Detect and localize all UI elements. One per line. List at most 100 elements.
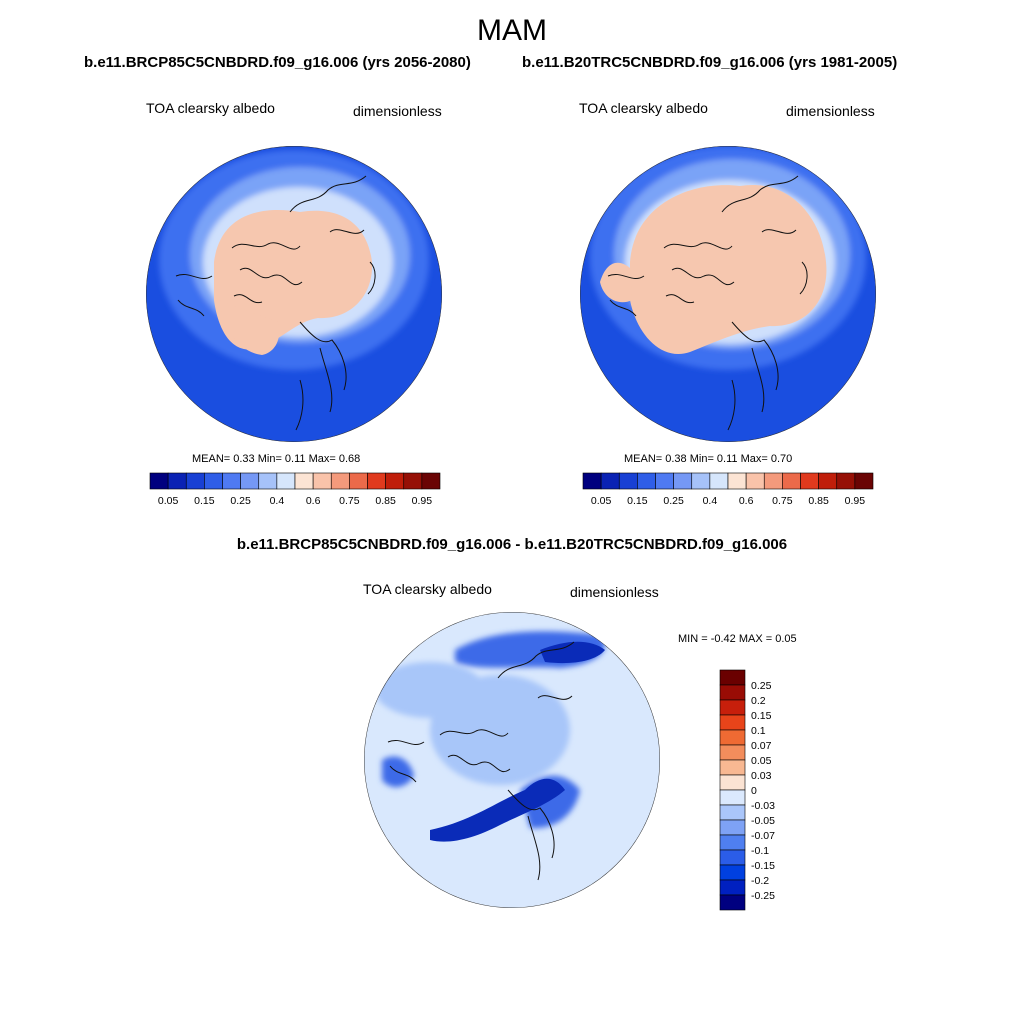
- panel1-colorbar: 0.05 0.15 0.25 0.4 0.6 0.75 0.85 0.95: [149, 472, 441, 507]
- panel1-colorbar-swatch: [240, 472, 260, 490]
- panel1-colorbar-tick-label: 0.6: [306, 495, 321, 507]
- difference-colorbar-tick-label: -0.03: [751, 800, 775, 812]
- difference-colorbar-swatch: [719, 699, 746, 716]
- panel2-coastlines: [607, 175, 808, 431]
- difference-colorbar-tick-label: 0.2: [751, 695, 766, 707]
- panel2-colorbar-swatch: [600, 472, 620, 490]
- panel1-colorbar-swatch: [149, 472, 169, 490]
- page-title: MAM: [477, 14, 547, 47]
- panel2-colorbar-tick-label: 0.75: [772, 495, 793, 507]
- panel2-stats: MEAN= 0.38 Min= 0.11 Max= 0.70: [624, 453, 793, 465]
- difference-strong-decrease: [430, 778, 565, 842]
- panel1-colorbar-swatch: [294, 472, 314, 490]
- panel1-colorbar-tick-label: 0.25: [230, 495, 251, 507]
- panel2-colorbar-swatch: [691, 472, 711, 490]
- panel1-field-label: TOA clearsky albedo: [146, 100, 275, 116]
- panel1-colorbar-swatch: [258, 472, 278, 490]
- panel2-colorbar-swatch: [782, 472, 801, 490]
- difference-colorbar-tick-label: -0.05: [751, 815, 775, 827]
- panel1-colorbar-swatch: [204, 472, 223, 490]
- panel1-colorbar-swatch: [385, 472, 405, 490]
- difference-colorbar-tick-label: 0: [751, 785, 757, 797]
- panel2-sea-ice: [630, 184, 827, 354]
- difference-colorbar-tick-label: 0.03: [751, 770, 772, 782]
- panel1-colorbar-swatch: [421, 472, 441, 490]
- panel1-colorbar-tick-label: 0.95: [412, 495, 433, 507]
- panel2-colorbar-swatch: [800, 472, 819, 490]
- panel1-colorbar-swatch: [312, 472, 332, 490]
- panel1-colorbar-tick-label: 0.15: [194, 495, 215, 507]
- panel2-colorbar: 0.05 0.15 0.25 0.4 0.6 0.75 0.85 0.95: [582, 472, 874, 507]
- panel1-colorbar-swatch: [276, 472, 296, 490]
- difference-colorbar-tick-label: -0.1: [751, 845, 769, 857]
- panel1-units-label: dimensionless: [353, 103, 442, 119]
- difference-colorbar-tick-label: -0.2: [751, 875, 769, 887]
- difference-map: [364, 612, 660, 908]
- difference-colorbar-swatch: [719, 684, 746, 701]
- panel2-colorbar-tick-label: 0.95: [845, 495, 866, 507]
- panel2-colorbar-tick-label: 0.4: [703, 495, 718, 507]
- difference-colorbar-swatch: [719, 744, 746, 761]
- difference-colorbar-tick-label: -0.15: [751, 860, 775, 872]
- difference-colorbar-swatch: [719, 804, 746, 821]
- difference-colorbar-swatch: [719, 834, 746, 851]
- difference-colorbar-swatch: [719, 879, 746, 896]
- panel1-colorbar-tick-label: 0.75: [339, 495, 360, 507]
- difference-colorbar: 0.25 0.2 0.15 0.1 0.07 0.05 0.03 0 -0.03 -0.05 -0.…: [719, 669, 775, 911]
- difference-stats: MIN = -0.42 MAX = 0.05: [678, 633, 797, 645]
- panel2-colorbar-swatch: [673, 472, 693, 490]
- panel1-coastlines: [175, 175, 376, 431]
- panel2-colorbar-swatch: [763, 472, 783, 490]
- panel2-case-title: b.e11.B20TRC5CNBDRD.f09_g16.006 (yrs 198…: [522, 54, 898, 71]
- difference-colorbar-swatch: [719, 729, 746, 746]
- panel2-colorbar-tick-label: 0.05: [591, 495, 612, 507]
- difference-colorbar-swatch: [719, 669, 746, 686]
- difference-colorbar-tick-label: 0.05: [751, 755, 772, 767]
- panel2-colorbar-swatch: [818, 472, 838, 490]
- panel1-colorbar-tick-label: 0.4: [270, 495, 285, 507]
- difference-colorbar-swatch: [719, 759, 746, 776]
- panel1-colorbar-tick-label: 0.85: [375, 495, 396, 507]
- difference-colorbar-tick-label: 0.15: [751, 710, 772, 722]
- panel2-colorbar-swatch: [637, 472, 656, 490]
- panel2-colorbar-swatch: [854, 472, 874, 490]
- panel1-colorbar-swatch: [185, 472, 205, 490]
- panel1-stats: MEAN= 0.33 Min= 0.11 Max= 0.68: [192, 453, 361, 465]
- panel1-case-title: b.e11.BRCP85C5CNBDRD.f09_g16.006 (yrs 20…: [84, 54, 471, 71]
- panel2-colorbar-swatch: [836, 472, 856, 490]
- difference-colorbar-tick-label: -0.25: [751, 890, 775, 902]
- difference-colorbar-tick-label: 0.07: [751, 740, 772, 752]
- difference-title: b.e11.BRCP85C5CNBDRD.f09_g16.006 - b.e11…: [236, 536, 788, 553]
- panel1-colorbar-swatch: [403, 472, 423, 490]
- panel2-colorbar-swatch: [655, 472, 674, 490]
- difference-colorbar-swatch: [719, 774, 746, 791]
- panel2-colorbar-tick-label: 0.85: [808, 495, 829, 507]
- panel1-colorbar-swatch: [222, 472, 241, 490]
- panel2-colorbar-tick-label: 0.6: [739, 495, 754, 507]
- difference-units-label: dimensionless: [570, 584, 659, 600]
- difference-colorbar-swatch: [719, 789, 746, 806]
- panel2-colorbar-tick-label: 0.15: [627, 495, 648, 507]
- panel2-field-label: TOA clearsky albedo: [579, 100, 708, 116]
- difference-field-label: TOA clearsky albedo: [363, 581, 492, 597]
- panel2-colorbar-swatch: [727, 472, 747, 490]
- panel2-colorbar-swatch: [745, 472, 765, 490]
- panel1-colorbar-swatch: [330, 472, 350, 490]
- panel2-map: [580, 146, 876, 442]
- difference-colorbar-tick-label: 0.1: [751, 725, 766, 737]
- difference-colorbar-tick-label: 0.25: [751, 680, 772, 692]
- panel2-colorbar-swatch: [709, 472, 729, 490]
- difference-colorbar-swatch: [719, 819, 746, 836]
- panel1-colorbar-swatch: [367, 472, 386, 490]
- panel2-colorbar-swatch: [618, 472, 638, 490]
- difference-colorbar-swatch: [719, 864, 746, 881]
- difference-colorbar-swatch: [719, 714, 746, 731]
- panel2-units-label: dimensionless: [786, 103, 875, 119]
- difference-colorbar-swatch: [719, 849, 746, 866]
- difference-colorbar-swatch: [719, 894, 746, 911]
- panel1-colorbar-tick-label: 0.05: [158, 495, 179, 507]
- difference-colorbar-tick-label: -0.07: [751, 830, 775, 842]
- difference-coastlines: [387, 641, 575, 881]
- panel2-colorbar-swatch: [582, 472, 602, 490]
- panel1-colorbar-swatch: [167, 472, 187, 490]
